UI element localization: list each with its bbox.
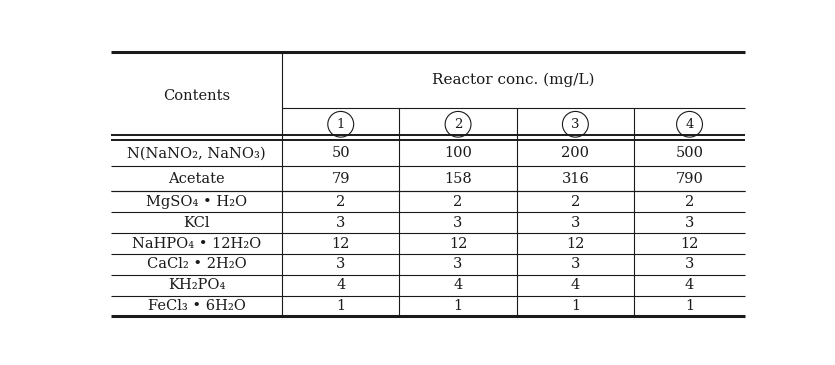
Text: 12: 12 [449,237,468,250]
Text: 3: 3 [570,257,580,271]
Text: 1: 1 [337,299,346,313]
Text: NaHPO₄ • 12H₂O: NaHPO₄ • 12H₂O [132,237,261,250]
Text: 3: 3 [685,257,694,271]
Text: 3: 3 [336,216,346,230]
Text: 4: 4 [453,278,463,292]
Text: 4: 4 [686,118,694,131]
Text: 1: 1 [453,299,463,313]
Text: 50: 50 [331,146,350,160]
Text: 79: 79 [331,172,350,186]
Text: FeCl₃ • 6H₂O: FeCl₃ • 6H₂O [148,299,245,313]
Text: MgSO₄ • H₂O: MgSO₄ • H₂O [146,195,247,209]
Text: 3: 3 [453,216,463,230]
Text: 158: 158 [444,172,472,186]
Text: Reactor conc. (mg/L): Reactor conc. (mg/L) [433,73,595,87]
Text: Acetate: Acetate [168,172,225,186]
Text: 3: 3 [570,216,580,230]
Text: KH₂PO₄: KH₂PO₄ [168,278,225,292]
Text: 12: 12 [681,237,699,250]
Text: 3: 3 [685,216,694,230]
Text: 2: 2 [337,195,346,209]
Text: 790: 790 [676,172,703,186]
Text: 316: 316 [561,172,590,186]
Text: 12: 12 [331,237,350,250]
Text: 4: 4 [571,278,580,292]
Text: 200: 200 [561,146,590,160]
Text: Contents: Contents [163,89,230,103]
Text: 3: 3 [336,257,346,271]
Text: 3: 3 [453,257,463,271]
Text: 2: 2 [571,195,580,209]
Text: KCl: KCl [183,216,210,230]
Text: 1: 1 [337,118,345,131]
Text: 2: 2 [685,195,694,209]
Text: 12: 12 [566,237,584,250]
Text: 500: 500 [676,146,704,160]
Text: N(NaNO₂, NaNO₃): N(NaNO₂, NaNO₃) [127,146,266,160]
Text: CaCl₂ • 2H₂O: CaCl₂ • 2H₂O [147,257,246,271]
Text: 4: 4 [337,278,346,292]
Text: 2: 2 [454,118,463,131]
Text: 4: 4 [685,278,694,292]
Text: 3: 3 [571,118,579,131]
Text: 2: 2 [453,195,463,209]
Text: 1: 1 [571,299,580,313]
Text: 100: 100 [444,146,472,160]
Text: 1: 1 [685,299,694,313]
